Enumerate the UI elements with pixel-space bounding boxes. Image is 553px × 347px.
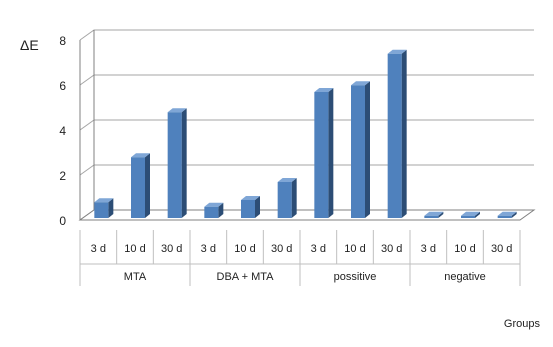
bar-side (181, 108, 187, 218)
y-tick-label: 6 (59, 79, 66, 93)
gridline (79, 74, 534, 86)
x-tick-label: 10 d (454, 243, 475, 255)
bar-side (365, 81, 370, 218)
bar-side (401, 49, 407, 218)
bar-side (438, 211, 444, 218)
bar (461, 215, 475, 218)
bar-top (497, 211, 517, 216)
bar (204, 206, 219, 218)
x-tick-label: 30 d (161, 243, 182, 255)
gridlines (78, 29, 536, 221)
y-tick-label: 4 (59, 124, 66, 138)
bar-top (277, 178, 297, 182)
bar-side (145, 153, 150, 218)
bar-top (351, 81, 370, 86)
bars (94, 49, 517, 218)
bar (424, 215, 439, 218)
bar (351, 85, 365, 218)
x-tick-label: 10 d (124, 243, 145, 255)
bar-side (291, 178, 297, 218)
gridline (79, 119, 534, 131)
group-label: negative (444, 271, 486, 283)
group-label: DBA + MTA (217, 271, 275, 283)
bar (94, 202, 109, 218)
group-label: possitive (334, 271, 377, 283)
back-wall-edge (79, 30, 95, 220)
bar-top (241, 196, 260, 200)
group-label: MTA (124, 271, 147, 283)
bar-side (511, 211, 517, 218)
bar-top (94, 198, 114, 203)
x-tick-label: 10 d (344, 243, 365, 255)
bar (387, 53, 402, 218)
x-tick-label: 3 d (201, 243, 216, 255)
bar (277, 182, 292, 218)
bar (167, 112, 182, 218)
y-axis: 0 2 4 6 8 (59, 34, 66, 228)
x-tick-label: 30 d (491, 243, 512, 255)
bar-top (461, 211, 480, 216)
y-axis-label: ΔE (20, 37, 39, 53)
bar-top (167, 108, 187, 113)
bar-top (131, 153, 150, 158)
bar-top (387, 49, 407, 54)
x-axis: 3 d 10 d 30 d 3 d 10 d 30 d 3 d 10 d 30 d 3 d 10 d… (79, 230, 521, 286)
bar-side (475, 211, 480, 218)
bar-top (204, 202, 224, 207)
y-tick-label: 0 (59, 214, 66, 228)
x-tick-label: 10 d (234, 243, 255, 255)
x-axis-label: Groups (504, 318, 541, 330)
bar-top (314, 88, 334, 92)
bar-side (255, 196, 260, 218)
bar-top (424, 211, 444, 216)
x-tick-label: 3 d (311, 243, 326, 255)
x-tick-label: 3 d (91, 243, 106, 255)
x-tick-label: 30 d (381, 243, 402, 255)
gridline (79, 29, 534, 41)
chart-floor (78, 209, 536, 221)
bar-side (218, 202, 224, 218)
bar (497, 215, 512, 218)
bar (241, 200, 255, 218)
y-tick-label: 8 (59, 34, 66, 48)
bar-side (328, 88, 334, 218)
x-tick-label: 3 d (421, 243, 436, 255)
bar (131, 157, 145, 218)
bar (314, 92, 329, 218)
x-tick-label: 30 d (271, 243, 292, 255)
bar-side (108, 198, 114, 218)
y-tick-label: 2 (59, 169, 66, 183)
